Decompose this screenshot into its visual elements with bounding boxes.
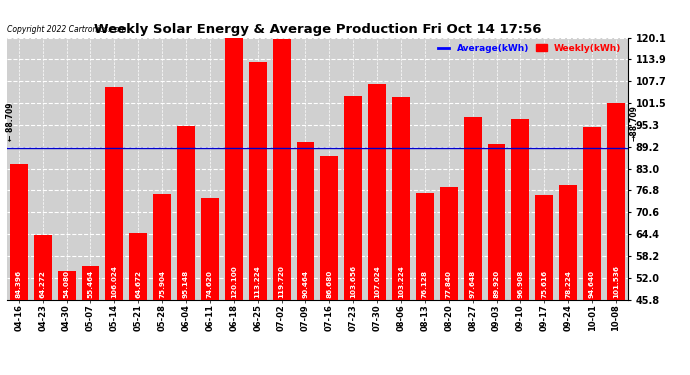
Bar (368, 84, 386, 300)
Bar (535, 195, 553, 300)
Text: 75.904: 75.904 (159, 270, 165, 298)
Text: 90.464: 90.464 (302, 270, 308, 298)
Text: 64.672: 64.672 (135, 270, 141, 298)
Bar (248, 62, 266, 300)
Bar (511, 119, 529, 300)
Title: Weekly Solar Energy & Average Production Fri Oct 14 17:56: Weekly Solar Energy & Average Production… (94, 23, 541, 36)
Text: 120.100: 120.100 (230, 266, 237, 298)
Text: 96.908: 96.908 (518, 270, 524, 298)
Text: 107.024: 107.024 (374, 266, 380, 298)
Text: 119.720: 119.720 (279, 266, 284, 298)
Bar (583, 128, 601, 300)
Bar (153, 194, 171, 300)
Bar (273, 39, 290, 300)
Legend: Average(kWh), Weekly(kWh): Average(kWh), Weekly(kWh) (437, 42, 623, 55)
Text: 76.128: 76.128 (422, 270, 428, 298)
Bar (129, 233, 147, 300)
Bar (34, 235, 52, 300)
Text: 64.272: 64.272 (40, 270, 46, 298)
Text: 86.680: 86.680 (326, 270, 333, 298)
Text: 84.396: 84.396 (16, 270, 22, 298)
Bar (464, 117, 482, 300)
Bar (225, 38, 243, 300)
Bar (416, 193, 434, 300)
Text: 77.840: 77.840 (446, 270, 452, 298)
Text: →88.709: →88.709 (629, 105, 638, 141)
Bar (10, 164, 28, 300)
Text: 54.080: 54.080 (63, 270, 70, 298)
Bar (297, 142, 315, 300)
Text: 101.536: 101.536 (613, 265, 619, 298)
Text: 55.464: 55.464 (88, 270, 94, 298)
Bar (440, 187, 457, 300)
Bar (81, 266, 99, 300)
Text: 103.224: 103.224 (398, 266, 404, 298)
Bar (106, 87, 124, 300)
Bar (559, 186, 577, 300)
Bar (488, 144, 506, 300)
Text: 103.656: 103.656 (351, 265, 356, 298)
Bar (58, 271, 76, 300)
Text: ← 88.709: ← 88.709 (6, 103, 14, 141)
Text: Copyright 2022 Cartronics.com: Copyright 2022 Cartronics.com (7, 25, 126, 34)
Text: 89.920: 89.920 (493, 270, 500, 298)
Bar (392, 97, 410, 300)
Text: 97.648: 97.648 (470, 270, 475, 298)
Text: 106.024: 106.024 (111, 266, 117, 298)
Bar (607, 103, 625, 300)
Text: 94.640: 94.640 (589, 270, 595, 298)
Text: 95.148: 95.148 (183, 270, 189, 298)
Bar (320, 156, 338, 300)
Text: 74.620: 74.620 (207, 270, 213, 298)
Text: 75.616: 75.616 (541, 270, 547, 298)
Bar (344, 96, 362, 300)
Text: 78.224: 78.224 (565, 270, 571, 298)
Bar (201, 198, 219, 300)
Text: 113.224: 113.224 (255, 266, 261, 298)
Bar (177, 126, 195, 300)
